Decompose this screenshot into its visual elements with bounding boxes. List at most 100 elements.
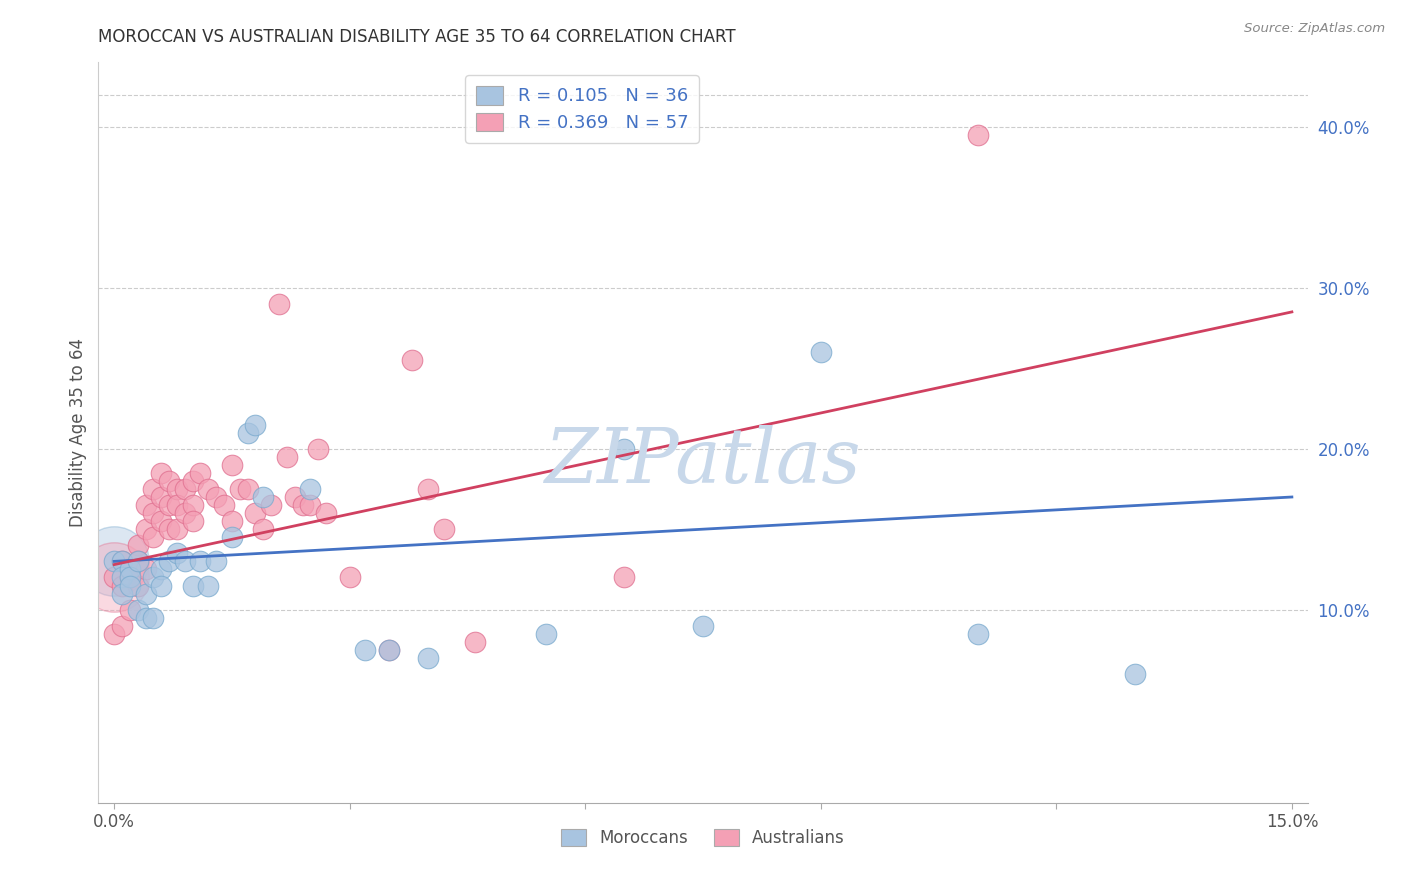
Point bbox=[966, 128, 988, 142]
Point bbox=[418, 651, 440, 665]
Point bbox=[299, 498, 322, 512]
Legend: Moroccans, Australians: Moroccans, Australians bbox=[555, 822, 851, 854]
Point bbox=[135, 498, 157, 512]
Point bbox=[103, 570, 125, 584]
Point bbox=[103, 570, 125, 584]
Text: MOROCCAN VS AUSTRALIAN DISABILITY AGE 35 TO 64 CORRELATION CHART: MOROCCAN VS AUSTRALIAN DISABILITY AGE 35… bbox=[98, 28, 737, 45]
Point bbox=[354, 643, 377, 657]
Point bbox=[197, 482, 219, 496]
Point bbox=[197, 578, 219, 592]
Point bbox=[150, 466, 173, 480]
Point bbox=[464, 635, 486, 649]
Point bbox=[127, 602, 149, 616]
Point bbox=[284, 490, 307, 504]
Point bbox=[173, 482, 195, 496]
Point bbox=[111, 619, 134, 633]
Point bbox=[135, 586, 157, 600]
Point bbox=[127, 554, 149, 568]
Point bbox=[127, 578, 149, 592]
Point bbox=[613, 442, 636, 456]
Point bbox=[150, 490, 173, 504]
Point bbox=[173, 554, 195, 568]
Point bbox=[252, 522, 274, 536]
Point bbox=[157, 498, 180, 512]
Point bbox=[111, 578, 134, 592]
Point bbox=[166, 546, 188, 560]
Point bbox=[221, 458, 243, 472]
Point bbox=[111, 570, 134, 584]
Point bbox=[135, 610, 157, 624]
Point bbox=[260, 498, 283, 512]
Point bbox=[142, 482, 165, 496]
Point bbox=[221, 530, 243, 544]
Point bbox=[190, 554, 212, 568]
Point bbox=[433, 522, 456, 536]
Point bbox=[166, 522, 188, 536]
Point bbox=[181, 514, 204, 528]
Point bbox=[236, 482, 259, 496]
Point bbox=[205, 490, 228, 504]
Point bbox=[150, 562, 173, 576]
Point bbox=[418, 482, 440, 496]
Point bbox=[229, 482, 252, 496]
Point bbox=[245, 506, 267, 520]
Point bbox=[157, 474, 180, 488]
Point bbox=[276, 450, 298, 464]
Point bbox=[166, 482, 188, 496]
Point bbox=[378, 643, 401, 657]
Text: ZIPatlas: ZIPatlas bbox=[544, 425, 862, 500]
Point bbox=[810, 345, 832, 359]
Point bbox=[267, 297, 290, 311]
Point bbox=[236, 425, 259, 440]
Point bbox=[111, 586, 134, 600]
Point bbox=[181, 474, 204, 488]
Point bbox=[1123, 667, 1146, 681]
Point bbox=[118, 570, 141, 584]
Point bbox=[378, 643, 401, 657]
Point bbox=[135, 522, 157, 536]
Point bbox=[103, 554, 125, 568]
Point bbox=[157, 522, 180, 536]
Point bbox=[252, 490, 274, 504]
Text: Source: ZipAtlas.com: Source: ZipAtlas.com bbox=[1244, 22, 1385, 36]
Point bbox=[166, 498, 188, 512]
Point bbox=[142, 506, 165, 520]
Point bbox=[103, 627, 125, 641]
Point bbox=[339, 570, 361, 584]
Point bbox=[111, 554, 134, 568]
Point bbox=[966, 627, 988, 641]
Point bbox=[205, 554, 228, 568]
Point bbox=[150, 514, 173, 528]
Point bbox=[118, 602, 141, 616]
Point bbox=[103, 554, 125, 568]
Point bbox=[142, 530, 165, 544]
Point bbox=[401, 353, 423, 368]
Point bbox=[212, 498, 235, 512]
Point bbox=[135, 562, 157, 576]
Point bbox=[181, 578, 204, 592]
Point bbox=[157, 554, 180, 568]
Point bbox=[142, 610, 165, 624]
Point bbox=[221, 514, 243, 528]
Point bbox=[127, 538, 149, 552]
Point bbox=[118, 562, 141, 576]
Point bbox=[127, 554, 149, 568]
Point bbox=[142, 570, 165, 584]
Point bbox=[181, 498, 204, 512]
Point bbox=[692, 619, 714, 633]
Point bbox=[291, 498, 314, 512]
Point bbox=[173, 506, 195, 520]
Point bbox=[190, 466, 212, 480]
Point bbox=[118, 570, 141, 584]
Point bbox=[613, 570, 636, 584]
Point bbox=[118, 562, 141, 576]
Point bbox=[307, 442, 329, 456]
Y-axis label: Disability Age 35 to 64: Disability Age 35 to 64 bbox=[69, 338, 87, 527]
Point bbox=[299, 482, 322, 496]
Point bbox=[315, 506, 337, 520]
Point bbox=[245, 417, 267, 432]
Point bbox=[111, 554, 134, 568]
Point bbox=[534, 627, 557, 641]
Point bbox=[118, 578, 141, 592]
Point bbox=[150, 578, 173, 592]
